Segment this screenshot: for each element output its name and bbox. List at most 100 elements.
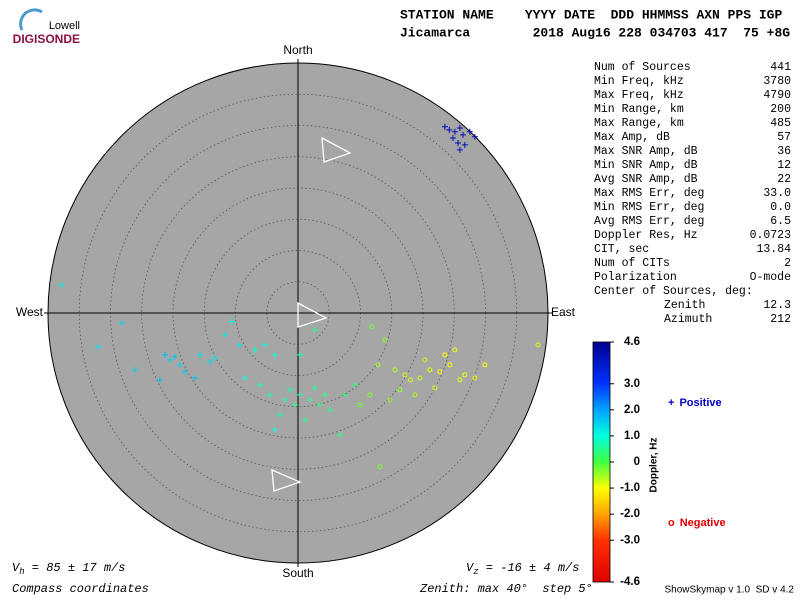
center-value: 212 (770, 313, 791, 326)
stat-label: Min RMS Err, deg (594, 201, 704, 214)
stat-label: Num of CITs (594, 257, 670, 270)
colorbar-label: Doppler, Hz (649, 437, 660, 492)
stat-value: 2 (784, 257, 791, 270)
colorbar: 4.6 3.0 2.0 1.0 0 -1.0 -2.0 -3.0 -4.6 Doppler, Hz (592, 336, 660, 588)
stat-label: Max SNR Amp, dB (594, 145, 698, 158)
source-point (447, 362, 453, 368)
source-point (95, 343, 101, 350)
source-point (367, 392, 373, 398)
colorbar-scale (592, 341, 611, 583)
vz-label: Vz = -16 ± 4 m/s (466, 561, 579, 577)
stat-label: Max Range, km (594, 117, 684, 130)
legend-name: Negative (680, 517, 726, 529)
center-title: Center of Sources, deg: (594, 285, 753, 298)
logo-bottom: DIGISONDE (13, 32, 80, 46)
source-point (206, 358, 213, 365)
source-point (271, 351, 278, 358)
stat-label: Max Freq, kHz (594, 89, 684, 102)
legend-marker: o (668, 517, 675, 529)
stat-label: Avg RMS Err, deg (594, 215, 704, 228)
source-point (450, 135, 456, 141)
colorbar-tick-label: -1.0 (620, 482, 640, 494)
source-point (375, 362, 381, 368)
compass-east: East (551, 305, 576, 319)
stat-value: 485 (770, 117, 791, 130)
stat-label: Max Amp, dB (594, 131, 670, 144)
source-point (131, 366, 138, 373)
source-point (460, 131, 466, 138)
legend-marker: + (668, 397, 674, 409)
zenith-label: Zenith: max 40° step 5° (419, 582, 593, 596)
source-point (397, 387, 403, 393)
stat-value: 36 (777, 145, 791, 158)
logo-arc (19, 8, 43, 31)
version-label: ShowSkymap v 1.0 SD v 4.2 (664, 585, 794, 596)
stat-value: 0.0723 (750, 229, 792, 242)
stat-label: Avg SNR Amp, dB (594, 173, 698, 186)
colorbar-tick-label: 1.0 (624, 430, 640, 442)
stat-label: Max RMS Err, deg (594, 187, 704, 200)
source-point (357, 402, 363, 408)
source-point (171, 353, 178, 360)
stat-label: Polarization (594, 271, 677, 284)
source-point (441, 123, 448, 130)
source-point (266, 391, 273, 398)
vh-symbol: V (12, 561, 21, 575)
compass-west: West (16, 305, 44, 319)
source-point (311, 326, 318, 333)
source-point (427, 367, 433, 373)
source-point (422, 357, 428, 363)
center-label: Zenith (664, 299, 705, 312)
stat-value: 13.84 (756, 243, 791, 256)
source-point (316, 401, 323, 408)
source-point (387, 397, 393, 403)
source-point (377, 464, 383, 470)
source-point (306, 396, 313, 403)
legend-name: Positive (679, 397, 721, 409)
stat-value: 57 (777, 131, 791, 144)
stat-label: CIT, sec (594, 243, 649, 256)
source-point (281, 396, 288, 403)
stat-value: 22 (777, 173, 791, 186)
source-point (462, 372, 468, 378)
logo-top: Lowell (49, 20, 80, 32)
source-point (461, 141, 468, 148)
source-point (286, 386, 293, 393)
source-point (276, 411, 283, 418)
source-point (191, 375, 198, 381)
source-point (241, 375, 248, 381)
source-point (291, 401, 298, 408)
source-point (236, 341, 243, 348)
source-point (296, 351, 303, 358)
plot-area: North South East West (16, 43, 576, 580)
stat-label: Min Freq, kHz (594, 75, 684, 88)
colorbar-tick-label: 4.6 (624, 336, 640, 348)
vh-sub: h (19, 567, 24, 577)
colorbar-tick-label: -2.0 (620, 508, 640, 520)
source-point (535, 342, 541, 348)
source-point (455, 140, 461, 146)
source-point (196, 351, 203, 358)
source-point (251, 346, 258, 353)
source-point (392, 367, 398, 373)
stat-value: 12 (777, 159, 791, 172)
center-value: 12.3 (763, 299, 791, 312)
source-point (402, 372, 408, 378)
source-point (351, 381, 358, 388)
stats-table: Num of Sources 441 Min Freq, kHz 3780 Max Fr… (594, 61, 791, 326)
source-point (326, 406, 333, 413)
source-point (446, 126, 453, 133)
vz-symbol: V (466, 561, 475, 575)
stat-value: O-mode (750, 271, 792, 284)
source-point (456, 146, 463, 153)
beam-marker (271, 468, 302, 492)
stat-value: 0.0 (770, 201, 791, 214)
source-point (451, 128, 458, 135)
stat-label: Min SNR Amp, dB (594, 159, 698, 172)
source-point (456, 125, 463, 131)
source-point (466, 128, 473, 135)
stat-label: Doppler Res, Hz (594, 229, 698, 242)
colorbar-tick-label: -3.0 (620, 534, 640, 546)
source-point (369, 324, 375, 330)
source-point (321, 391, 328, 398)
